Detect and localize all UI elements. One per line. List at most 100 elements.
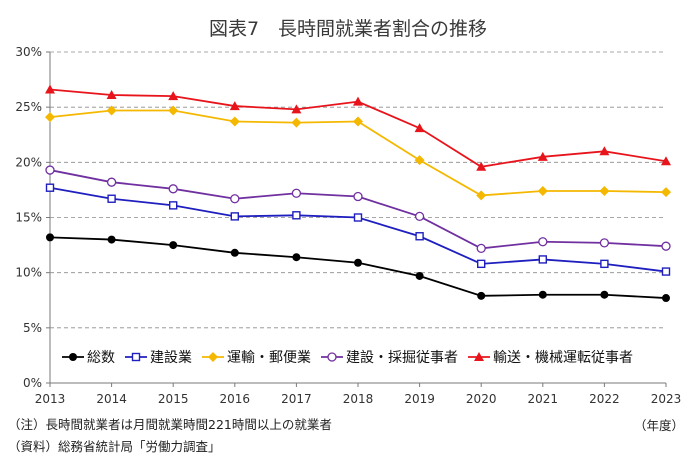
- data-point: [229, 101, 240, 111]
- legend: 総数 建設業 運輸・郵便業 建設・採掘従事者 輸送・機械運転従事者: [62, 350, 633, 366]
- series-2: [45, 105, 671, 201]
- note-source: （資料）総務省統計局「労働力調査」: [8, 439, 221, 454]
- legend-label: 建設・採掘従事者: [346, 350, 458, 366]
- data-point: [353, 96, 363, 106]
- data-point: [414, 123, 425, 133]
- data-point: [106, 177, 117, 187]
- data-point: [537, 186, 548, 197]
- data-point: [291, 188, 302, 198]
- legend-swatch-marker: [474, 352, 484, 361]
- y-axis-ticks: 0% 5% 10% 15% 20% 25% 30%: [15, 45, 42, 390]
- x-tick-label: 2014: [96, 392, 127, 406]
- data-point: [106, 105, 117, 116]
- x-tick-label: 2015: [158, 392, 189, 406]
- data-point: [291, 117, 302, 128]
- y-tick-label: 30%: [15, 45, 42, 59]
- note-definition: （注）長時間就業者は月間就業時間221時間以上の就業者: [8, 417, 332, 432]
- data-point: [45, 112, 55, 123]
- series-lines: [45, 84, 671, 303]
- data-point: [538, 290, 547, 299]
- data-point: [414, 155, 425, 166]
- legend-label: 建設業: [150, 350, 192, 366]
- data-point: [292, 253, 301, 262]
- data-point: [354, 258, 362, 267]
- legend-swatch-marker: [69, 353, 77, 361]
- legend-entry-2: 運輸・郵便業: [202, 350, 311, 366]
- data-point: [414, 211, 425, 222]
- data-point: [45, 165, 55, 175]
- data-point: [599, 238, 610, 248]
- legend-label: 運輸・郵便業: [227, 350, 311, 366]
- data-point: [291, 104, 302, 114]
- x-tick-label: 2016: [220, 392, 251, 406]
- data-point: [46, 233, 54, 242]
- data-point: [476, 243, 486, 254]
- data-point: [599, 146, 610, 156]
- data-point: [353, 213, 363, 222]
- legend-label: 輸送・機械運転従事者: [493, 350, 633, 366]
- legend-swatch-marker: [327, 352, 337, 362]
- x-tick-label: 2013: [35, 392, 66, 406]
- data-point: [230, 212, 240, 221]
- legend-entry-1: 建設業: [125, 350, 192, 366]
- chart-title: 図表7 長時間就業者割合の推移: [209, 18, 487, 40]
- legend-entry-4: 輸送・機械運転従事者: [468, 350, 633, 366]
- data-point: [661, 187, 671, 198]
- data-point: [476, 161, 487, 171]
- data-point: [661, 241, 671, 251]
- data-point: [600, 290, 609, 299]
- data-point: [230, 248, 239, 257]
- data-point: [292, 211, 301, 220]
- data-point: [415, 271, 424, 280]
- data-point: [538, 255, 547, 264]
- x-axis-unit: （年度）: [633, 418, 684, 433]
- data-point: [168, 184, 178, 194]
- y-tick-label: 15%: [15, 211, 42, 225]
- y-tick-label: 0%: [23, 376, 42, 390]
- data-point: [45, 84, 55, 94]
- x-tick-label: 2020: [466, 392, 497, 406]
- data-point: [353, 116, 363, 127]
- y-tick-label: 25%: [15, 100, 42, 114]
- data-point: [106, 90, 117, 100]
- data-point: [538, 237, 548, 247]
- x-tick-label: 2017: [281, 392, 312, 406]
- data-point: [168, 105, 179, 116]
- data-point: [107, 235, 116, 244]
- data-point: [168, 201, 178, 210]
- data-point: [537, 151, 548, 161]
- data-point: [169, 241, 178, 250]
- data-point: [353, 191, 363, 202]
- data-point: [600, 259, 609, 269]
- data-point: [599, 186, 610, 197]
- data-point: [661, 156, 671, 166]
- data-point: [229, 116, 240, 127]
- x-tick-label: 2023: [651, 392, 682, 406]
- data-point: [477, 259, 486, 269]
- legend-entry-0: 総数: [62, 350, 115, 366]
- data-point: [168, 91, 179, 101]
- series-1: [45, 183, 671, 276]
- legend-swatch-marker: [131, 352, 141, 362]
- x-tick-label: 2022: [589, 392, 620, 406]
- data-point: [477, 291, 486, 300]
- data-point: [661, 267, 671, 276]
- y-tick-label: 5%: [23, 321, 42, 335]
- y-tick-label: 20%: [15, 155, 42, 169]
- legend-label: 総数: [87, 350, 115, 366]
- data-point: [415, 232, 424, 241]
- data-point: [107, 194, 116, 203]
- data-point: [230, 194, 240, 204]
- data-point: [476, 190, 487, 201]
- series-0: [46, 233, 670, 303]
- series-line: [49, 236, 667, 299]
- x-tick-label: 2019: [404, 392, 435, 406]
- data-point: [662, 294, 670, 303]
- series-line: [49, 169, 667, 250]
- x-tick-label: 2021: [528, 392, 559, 406]
- series-3: [45, 165, 671, 254]
- legend-swatch-marker: [208, 352, 218, 362]
- data-point: [45, 183, 55, 192]
- x-tick-label: 2018: [343, 392, 374, 406]
